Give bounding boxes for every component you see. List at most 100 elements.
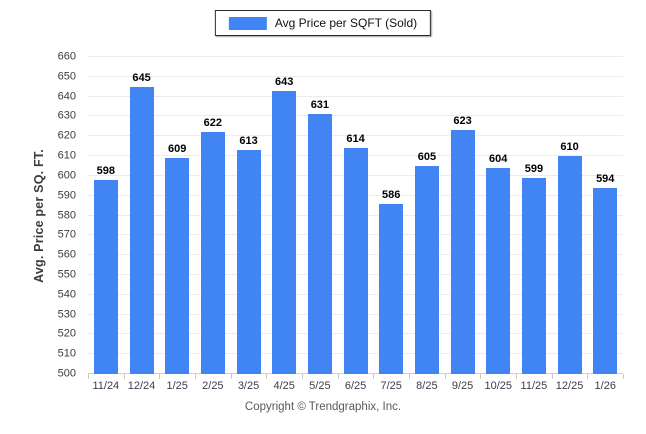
x-tick-mark: [159, 374, 161, 379]
bar-slot: 594: [587, 57, 623, 374]
y-tick-label: 570: [57, 228, 76, 241]
bar-value-label: 594: [596, 172, 615, 185]
bar-slot: 645: [124, 57, 160, 374]
x-tick-mark: [623, 374, 624, 379]
x-tick-mark: [373, 374, 375, 379]
bar: [165, 158, 190, 374]
x-tick-mark: [230, 374, 232, 379]
bar-value-label: 614: [346, 133, 365, 146]
x-tick-mark: [587, 374, 589, 379]
copyright-text: Copyright © Trendgraphix, Inc.: [244, 401, 402, 413]
y-tick-label: 660: [57, 50, 76, 63]
gridline: [88, 95, 623, 97]
bar: [593, 187, 618, 374]
bar: [307, 114, 332, 374]
x-tick-mark: [337, 374, 339, 379]
y-tick-label: 540: [57, 288, 76, 301]
y-tick-label: 650: [57, 70, 76, 83]
bar: [521, 177, 546, 374]
x-axis-label: 9/25: [451, 380, 474, 392]
y-tick-label: 580: [57, 209, 76, 221]
bar: [129, 86, 154, 374]
bar-slot: 613: [231, 57, 267, 374]
bar: [272, 90, 297, 374]
bar-slot: 599: [516, 57, 552, 374]
x-axis-label: 11/25: [520, 380, 548, 392]
y-tick-label: 530: [57, 308, 76, 321]
bar: [236, 150, 261, 374]
bar-value-label: 609: [168, 143, 187, 156]
x-axis-label: 7/25: [380, 380, 402, 392]
y-tick-label: 500: [57, 367, 76, 380]
bar-value-label: 622: [203, 117, 223, 130]
x-axis-label: 12/24: [127, 380, 156, 392]
bar-value-label: 643: [275, 75, 294, 88]
x-axis-label: 3/25: [237, 380, 260, 392]
bar-value-label: 605: [417, 150, 437, 163]
gridline: [88, 135, 623, 137]
bar-value-label: 631: [310, 99, 330, 112]
x-axis-label: 4/25: [273, 380, 295, 392]
x-tick-mark: [551, 374, 553, 379]
y-tick-label: 600: [57, 169, 76, 182]
x-tick-mark: [88, 374, 89, 379]
bar: [486, 167, 511, 374]
x-axis-label: 6/25: [344, 380, 367, 392]
bar-slot: 623: [445, 57, 481, 374]
legend-label: Avg Price per SQFT (Sold): [274, 16, 418, 30]
bar: [379, 203, 404, 374]
gridline: [88, 56, 623, 57]
y-tick-label: 630: [57, 109, 76, 122]
bar-slot: 643: [266, 57, 302, 374]
bar: [557, 156, 582, 374]
bar-slot: 622: [195, 57, 231, 374]
bar-slot: 605: [409, 57, 445, 374]
bar: [450, 130, 475, 374]
gridline: [88, 75, 623, 77]
y-tick-label: 640: [57, 90, 76, 103]
x-tick-mark: [123, 374, 125, 379]
bar-slot: 614: [338, 57, 374, 374]
bar-value-label: 610: [560, 141, 579, 154]
gridline: [88, 115, 623, 117]
y-tick-label: 590: [57, 189, 76, 202]
plot-area: 598 645 609 622 613 643 631 614 586 605 623 604 599 6…: [88, 56, 624, 379]
bar-slot: 610: [552, 57, 588, 374]
y-tick-label: 510: [57, 347, 76, 360]
bar-value-label: 604: [489, 152, 508, 165]
x-axis-label: 10/25: [484, 380, 512, 392]
y-tick-label: 560: [57, 248, 76, 261]
bar: [93, 179, 118, 374]
x-tick-mark: [444, 374, 446, 379]
x-tick-mark: [480, 374, 482, 379]
x-axis-label: 1/26: [594, 380, 616, 392]
bars: 598 645 609 622 613 643 631 614 586 605 623 604 599 6…: [88, 57, 623, 374]
x-tick-mark: [302, 374, 303, 379]
x-tick-mark: [266, 374, 268, 379]
y-tick-label: 520: [57, 327, 76, 340]
y-tick-label: 610: [57, 149, 76, 162]
x-axis-label: 5/25: [309, 380, 331, 392]
bar-slot: 631: [302, 57, 338, 374]
bar-value-label: 613: [239, 135, 258, 148]
bar: [414, 165, 439, 374]
bar: [343, 148, 368, 374]
y-tick-label: 550: [57, 268, 76, 281]
bar-slot: 609: [159, 57, 195, 374]
bar-slot: 598: [88, 57, 124, 374]
bar: [200, 132, 225, 374]
legend-swatch-icon: [228, 16, 267, 30]
y-tick-label: 620: [57, 129, 76, 142]
bar-value-label: 586: [382, 188, 401, 201]
y-axis-tick-labels: 500 510 520 530 540 550 560 570 580 590 600 610 620 6…: [44, 51, 76, 379]
x-axis-label: 11/24: [92, 380, 120, 392]
x-axis-label: 8/25: [416, 380, 438, 392]
x-tick-mark: [516, 374, 517, 379]
x-axis-label: 1/25: [166, 380, 188, 392]
bar-value-label: 599: [524, 162, 544, 175]
x-axis-label: 2/25: [202, 380, 224, 392]
bar-value-label: 598: [96, 164, 116, 177]
legend: Avg Price per SQFT (Sold): [214, 10, 432, 36]
x-tick-mark: [409, 374, 410, 379]
